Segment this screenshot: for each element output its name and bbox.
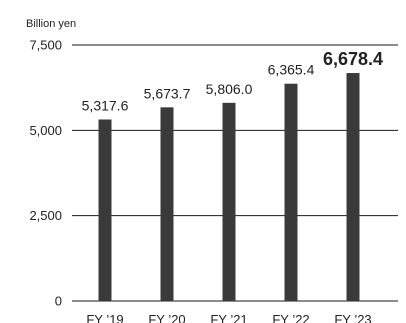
data-label: 5,317.6 <box>82 97 129 113</box>
data-label: 5,673.7 <box>144 85 191 101</box>
y-unit-label: Billion yen <box>26 18 76 30</box>
x-tick-label: FY ’19 <box>86 312 123 323</box>
bar <box>284 83 298 301</box>
x-tick-label: FY ’23 <box>334 312 371 323</box>
data-label: 6,365.4 <box>268 62 315 78</box>
bar <box>222 102 236 301</box>
x-tick-label: FY ’22 <box>272 312 309 323</box>
x-tick-label: FY ’20 <box>148 312 185 323</box>
data-label: 6,678.4 <box>323 49 383 69</box>
data-label: 5,806.0 <box>206 81 253 97</box>
bar <box>98 119 112 301</box>
y-tick-label: 0 <box>55 294 62 309</box>
x-tick-labels: FY ’19 FY ’20 FY ’21 FY ’22 FY ’23 <box>86 312 371 323</box>
y-tick-label: 2,500 <box>29 208 62 223</box>
x-tick-label: FY ’21 <box>210 312 247 323</box>
data-labels: 5,317.6 5,673.7 5,806.0 6,365.4 6,678.4 <box>82 49 383 113</box>
bar <box>160 107 174 301</box>
bars <box>98 73 360 301</box>
y-tick-labels: 0 2,500 5,000 7,500 <box>29 38 62 309</box>
y-tick-label: 7,500 <box>29 38 62 53</box>
bar <box>346 73 360 301</box>
y-tick-label: 5,000 <box>29 123 62 138</box>
